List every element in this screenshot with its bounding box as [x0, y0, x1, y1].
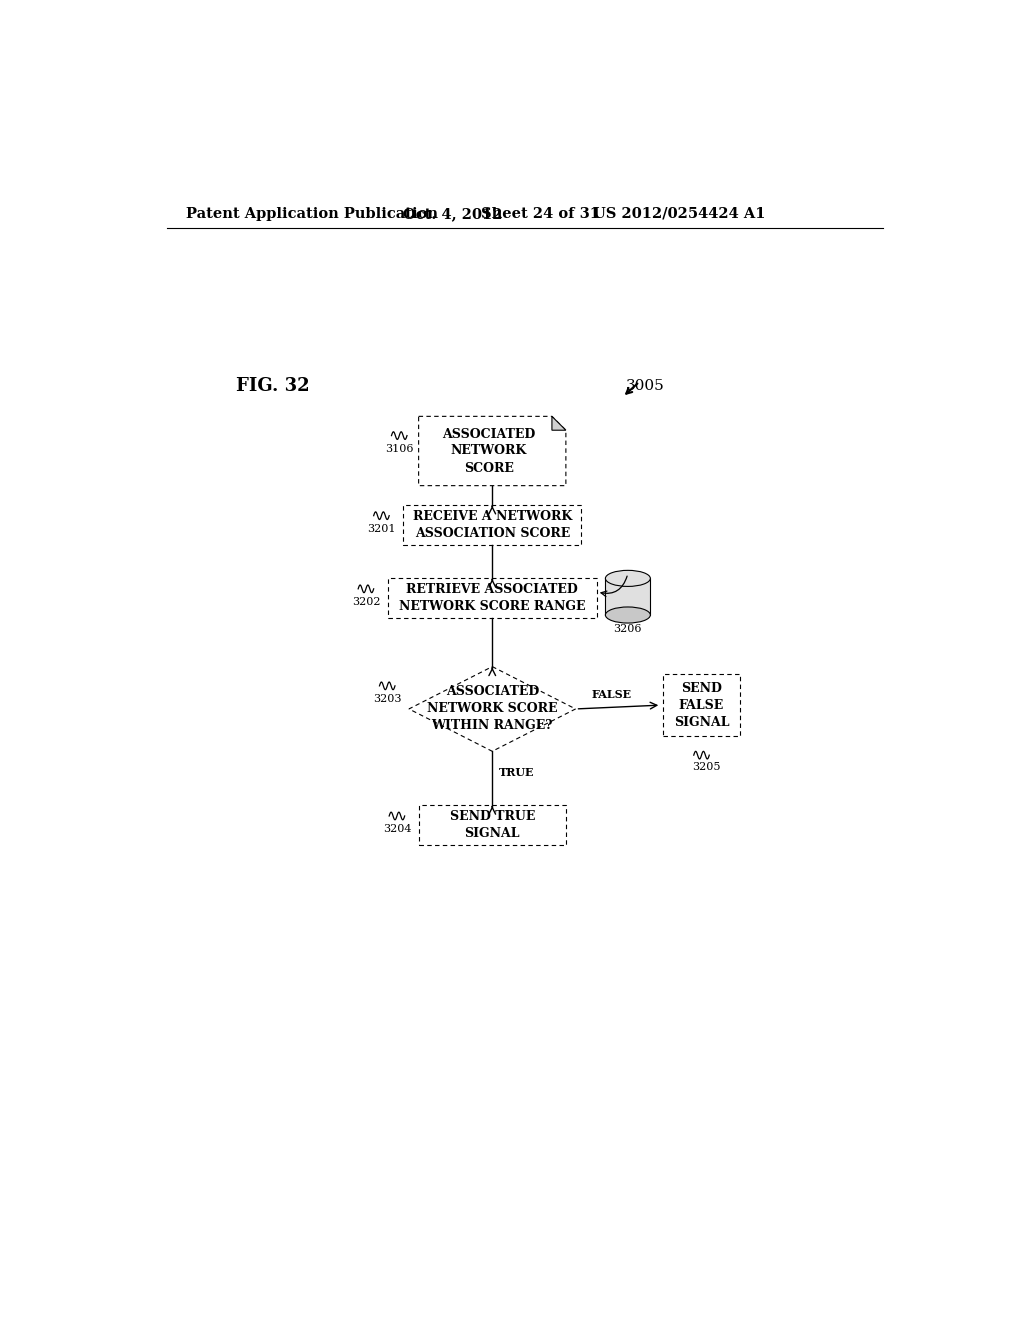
Text: TRUE: TRUE	[499, 767, 534, 779]
Bar	[388, 578, 597, 618]
Text: 3203: 3203	[374, 694, 401, 704]
Text: FIG. 32: FIG. 32	[237, 376, 310, 395]
Polygon shape	[552, 416, 566, 430]
Text: RETRIEVE ASSOCIATED
NETWORK SCORE RANGE: RETRIEVE ASSOCIATED NETWORK SCORE RANGE	[399, 583, 586, 612]
Polygon shape	[605, 578, 650, 615]
Text: 3206: 3206	[613, 624, 642, 634]
Text: 3201: 3201	[368, 524, 396, 533]
Text: 3202: 3202	[352, 597, 381, 607]
Text: Oct. 4, 2012: Oct. 4, 2012	[403, 207, 503, 220]
Text: SEND TRUE
SIGNAL: SEND TRUE SIGNAL	[450, 810, 535, 841]
Text: RECEIVE A NETWORK
ASSOCIATION SCORE: RECEIVE A NETWORK ASSOCIATION SCORE	[413, 510, 571, 540]
Text: ASSOCIATED
NETWORK SCORE
WITHIN RANGE?: ASSOCIATED NETWORK SCORE WITHIN RANGE?	[427, 685, 557, 733]
Ellipse shape	[605, 607, 650, 623]
Text: US 2012/0254424 A1: US 2012/0254424 A1	[593, 207, 766, 220]
Text: SEND
FALSE
SIGNAL: SEND FALSE SIGNAL	[674, 681, 729, 729]
Polygon shape	[409, 667, 575, 751]
Text: 3205: 3205	[692, 762, 721, 772]
Text: 3005: 3005	[627, 379, 665, 393]
Bar	[663, 675, 740, 737]
Bar	[419, 805, 566, 845]
Text: 3106: 3106	[385, 444, 414, 454]
Bar	[403, 506, 582, 545]
Text: ASSOCIATED
NETWORK
SCORE: ASSOCIATED NETWORK SCORE	[442, 428, 536, 474]
Polygon shape	[419, 416, 566, 486]
Ellipse shape	[605, 570, 650, 586]
Text: Patent Application Publication: Patent Application Publication	[186, 207, 438, 220]
Text: FALSE: FALSE	[591, 689, 631, 700]
Text: 3204: 3204	[383, 824, 412, 834]
Text: Sheet 24 of 31: Sheet 24 of 31	[480, 207, 600, 220]
